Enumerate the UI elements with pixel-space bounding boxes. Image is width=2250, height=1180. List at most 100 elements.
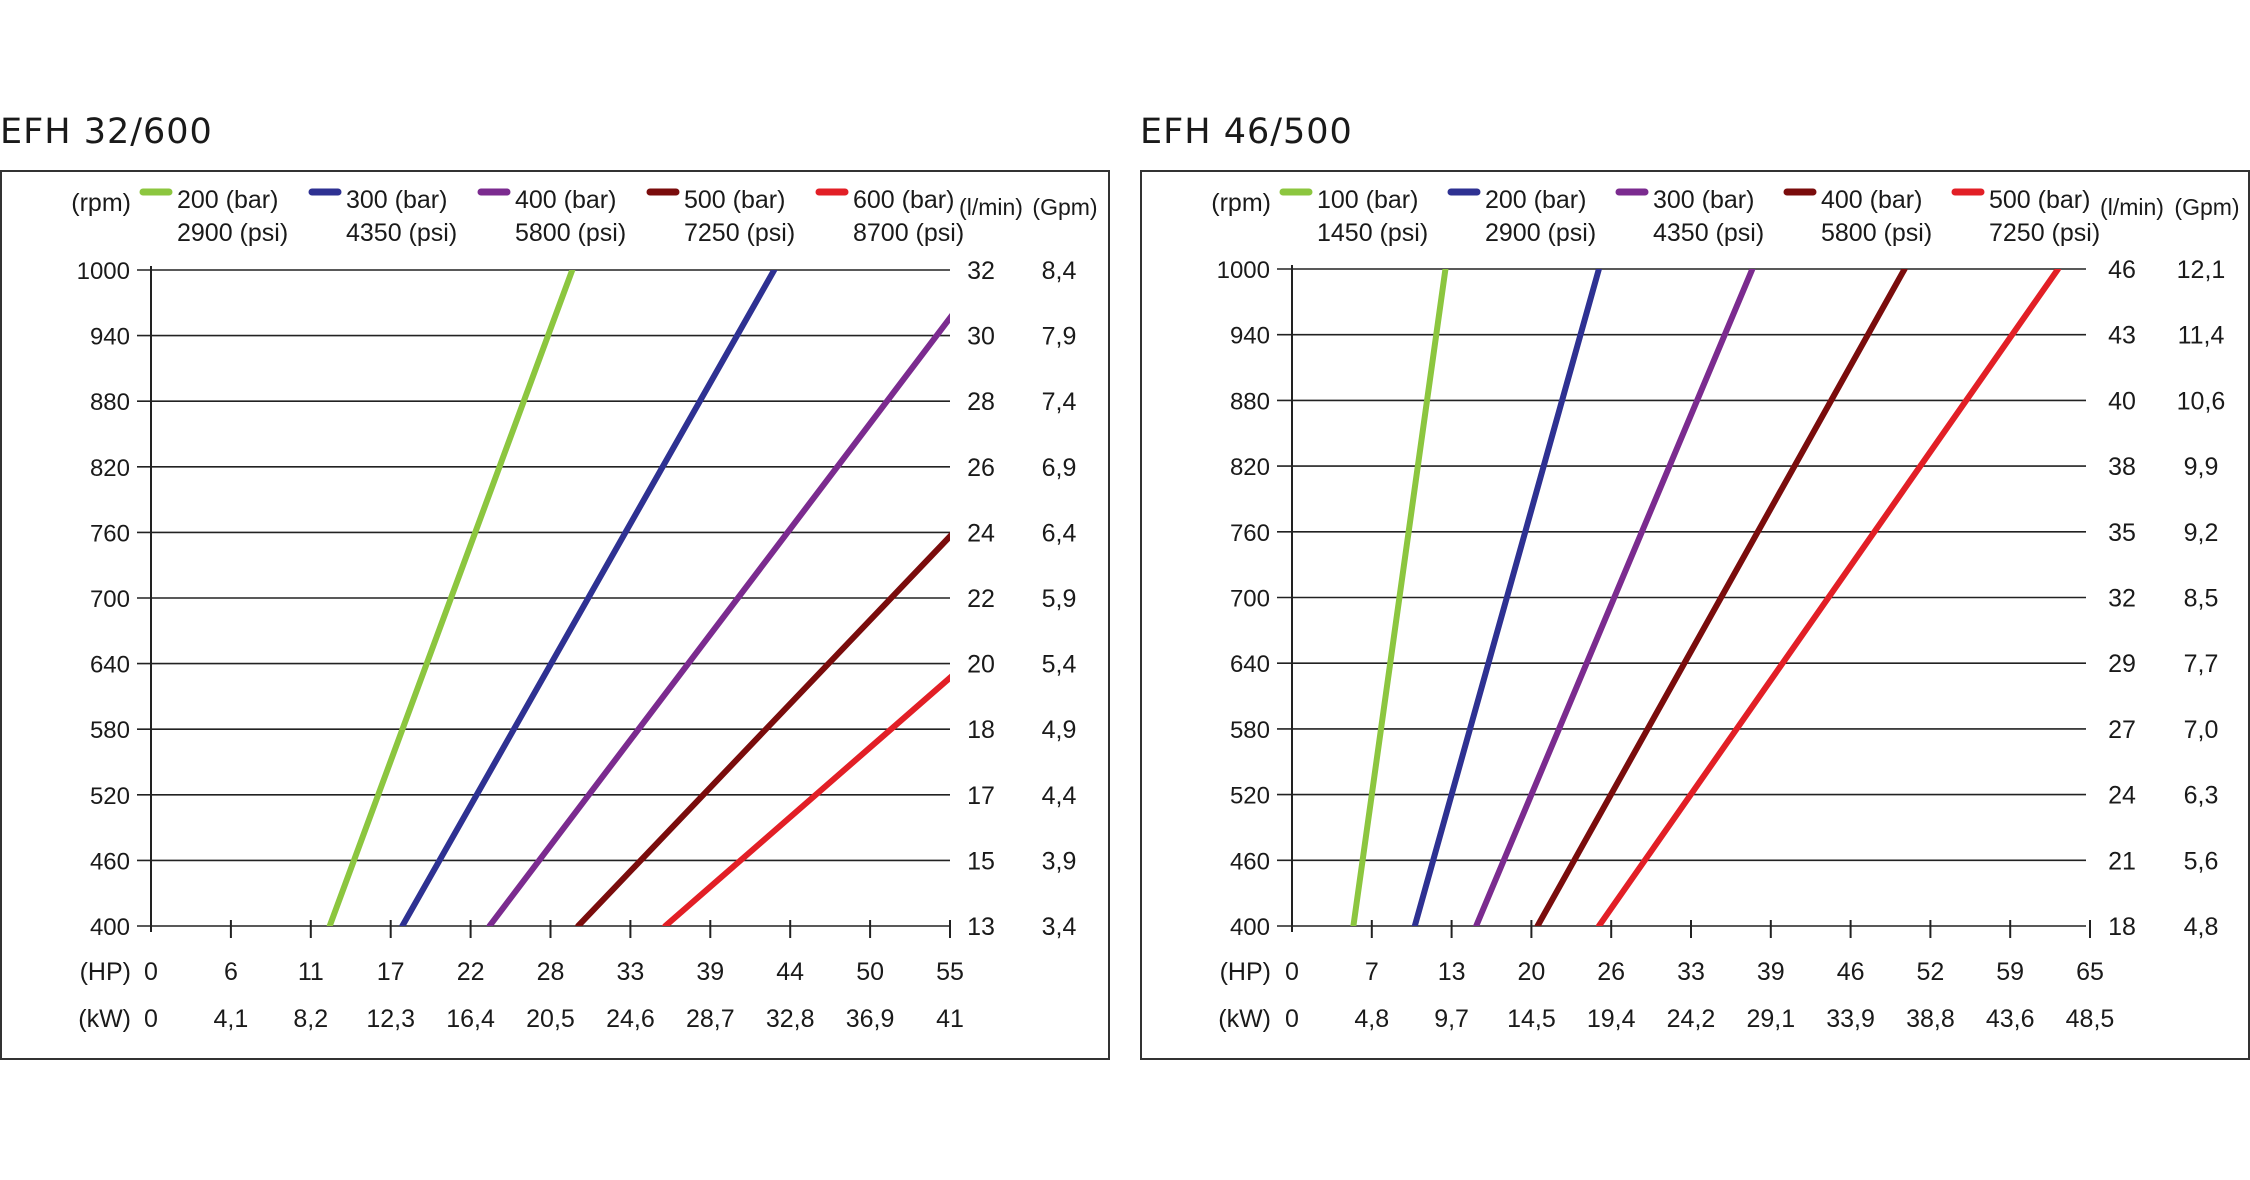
kw-tick-label: 38,8 xyxy=(1906,1005,1955,1033)
gpm-tick-label: 5,9 xyxy=(1042,585,1077,613)
gpm-tick-label: 6,3 xyxy=(2184,782,2219,810)
rpm-tick-label: 460 xyxy=(90,848,130,875)
rpm-tick-label: 460 xyxy=(1230,848,1270,875)
kw-tick-label: 32,8 xyxy=(766,1005,815,1033)
gpm-tick-label: 10,6 xyxy=(2177,387,2226,415)
legend-label-bar: 200 (bar) xyxy=(1485,186,1586,214)
flow-tick-label: 46 xyxy=(2108,256,2136,284)
legend-label-bar: 300 (bar) xyxy=(346,186,447,214)
legend-label-psi: 1450 (psi) xyxy=(1317,219,1428,247)
hp-tick-label: 33 xyxy=(616,958,644,986)
legend-label-bar: 600 (bar) xyxy=(853,186,954,214)
rpm-tick-label: 400 xyxy=(90,914,130,941)
flow-tick-label: 29 xyxy=(2108,650,2136,678)
gpm-tick-label: 7,0 xyxy=(2184,716,2219,744)
flow-tick-label: 43 xyxy=(2108,322,2136,350)
kw-tick-label: 43,6 xyxy=(1986,1005,2035,1033)
flow-tick-label: 18 xyxy=(967,716,995,744)
chart-title-efh-32-600: EFH 32/600 xyxy=(0,112,213,152)
rpm-tick-label: 760 xyxy=(90,520,130,547)
kw-tick-label: 4,1 xyxy=(214,1005,249,1033)
gpm-tick-label: 8,5 xyxy=(2184,585,2219,613)
rpm-tick-label: 1000 xyxy=(77,258,130,285)
rpm-tick-label: 520 xyxy=(90,783,130,810)
hp-tick-label: 6 xyxy=(224,958,238,986)
legend-label-psi: 7250 (psi) xyxy=(1989,219,2100,247)
series-line-2 xyxy=(399,270,778,926)
flow-tick-label: 40 xyxy=(2108,387,2136,415)
gpm-tick-label: 3,4 xyxy=(1042,913,1077,941)
gpm-tick-label: 12,1 xyxy=(2177,256,2226,284)
kw-tick-label: 20,5 xyxy=(526,1005,575,1033)
kw-tick-label: 24,6 xyxy=(606,1005,655,1033)
kw-tick-label: 8,2 xyxy=(293,1005,328,1033)
gpm-tick-label: 7,7 xyxy=(2184,650,2219,678)
flow-tick-label: 24 xyxy=(967,519,995,547)
kw-tick-label: 14,5 xyxy=(1507,1005,1556,1033)
legend-label-bar: 400 (bar) xyxy=(515,186,616,214)
series-group xyxy=(1473,269,1756,926)
hp-tick-label: 65 xyxy=(2076,958,2104,986)
rpm-axis-label: (rpm) xyxy=(71,189,131,217)
gpm-tick-label: 8,4 xyxy=(1042,257,1077,285)
gpm-tick-label: 4,9 xyxy=(1042,716,1077,744)
rpm-tick-label: 820 xyxy=(1230,454,1270,481)
chart-frame xyxy=(1140,170,2250,1060)
gpm-axis-label: (Gpm) xyxy=(2174,194,2239,220)
hp-axis-label: (HP) xyxy=(1220,958,1271,986)
hp-tick-label: 26 xyxy=(1597,958,1625,986)
rpm-tick-label: 520 xyxy=(1230,783,1270,810)
series-line-3 xyxy=(1473,269,1756,926)
kw-tick-label: 41 xyxy=(936,1005,964,1033)
rpm-tick-label: 580 xyxy=(1230,717,1270,744)
rpm-tick-label: 400 xyxy=(1230,914,1270,941)
gpm-tick-label: 4,8 xyxy=(2184,913,2219,941)
kw-tick-label: 0 xyxy=(1285,1005,1299,1033)
gpm-tick-label: 7,4 xyxy=(1042,388,1077,416)
rpm-tick-label: 940 xyxy=(1230,323,1270,350)
kw-tick-label: 19,4 xyxy=(1587,1005,1636,1033)
gpm-tick-label: 3,9 xyxy=(1042,847,1077,875)
hp-tick-label: 13 xyxy=(1438,958,1466,986)
hp-tick-label: 33 xyxy=(1677,958,1705,986)
hp-tick-label: 59 xyxy=(1996,958,2024,986)
legend-label-bar: 200 (bar) xyxy=(177,186,278,214)
series-group xyxy=(399,270,778,926)
rpm-tick-label: 700 xyxy=(90,586,130,613)
legend-label-bar: 100 (bar) xyxy=(1317,186,1418,214)
hp-tick-label: 20 xyxy=(1517,958,1545,986)
rpm-tick-label: 940 xyxy=(90,324,130,351)
flow-tick-label: 30 xyxy=(967,323,995,351)
hp-tick-label: 7 xyxy=(1365,958,1379,986)
flow-tick-label: 22 xyxy=(967,585,995,613)
legend-label-bar: 500 (bar) xyxy=(684,186,785,214)
hp-tick-label: 0 xyxy=(144,958,158,986)
chart-frame xyxy=(0,170,1110,1060)
flow-tick-label: 15 xyxy=(967,847,995,875)
kw-tick-label: 9,7 xyxy=(1434,1005,1469,1033)
gpm-tick-label: 4,4 xyxy=(1042,782,1077,810)
kw-tick-label: 16,4 xyxy=(446,1005,495,1033)
legend-label-bar: 500 (bar) xyxy=(1989,186,2090,214)
series-line-1 xyxy=(1350,269,1449,926)
flow-tick-label: 18 xyxy=(2108,913,2136,941)
hp-tick-label: 46 xyxy=(1837,958,1865,986)
rpm-tick-label: 640 xyxy=(1230,651,1270,678)
series-group xyxy=(662,673,950,926)
legend-label-bar: 300 (bar) xyxy=(1653,186,1754,214)
kw-tick-label: 36,9 xyxy=(846,1005,895,1033)
flow-tick-label: 24 xyxy=(2108,782,2136,810)
legend-label-psi: 4350 (psi) xyxy=(1653,219,1764,247)
rpm-tick-label: 1000 xyxy=(1217,257,1270,284)
kw-tick-label: 4,8 xyxy=(1354,1005,1389,1033)
series-line-5 xyxy=(662,673,950,926)
legend-label-psi: 8700 (psi) xyxy=(853,219,964,247)
series-group xyxy=(1534,269,1908,926)
chart-title-efh-46-500: EFH 46/500 xyxy=(1140,112,1353,152)
series-group xyxy=(486,312,950,926)
flow-tick-label: 38 xyxy=(2108,453,2136,481)
gpm-tick-label: 7,9 xyxy=(1042,323,1077,351)
series-line-2 xyxy=(1411,269,1602,926)
series-line-5 xyxy=(1595,269,2062,926)
